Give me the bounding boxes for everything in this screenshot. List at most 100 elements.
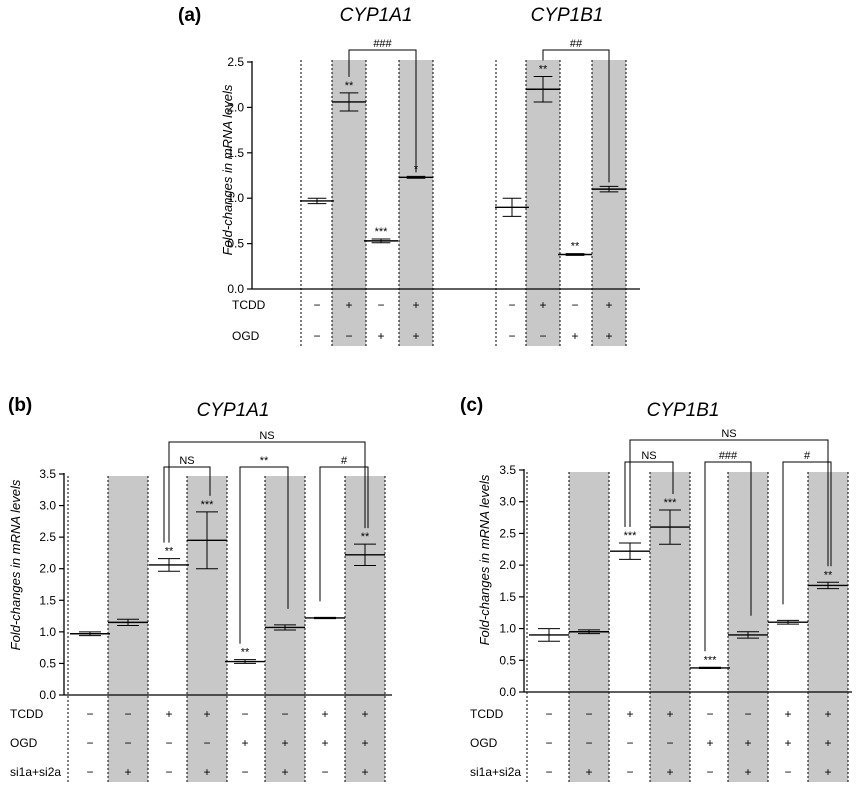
condition-label: OGD [10, 736, 38, 750]
comparison-bracket-label: ### [373, 38, 392, 50]
significance-mark: ** [571, 241, 580, 253]
group-title: CYP1A1 [340, 5, 413, 26]
y-tick-label: 3.0 [499, 495, 516, 509]
condition-sign: + [361, 707, 368, 721]
condition-sign: − [313, 329, 320, 343]
y-tick-label: 0.0 [39, 688, 56, 702]
panel-label-b: (b) [8, 395, 32, 416]
panel-a: (a)Fold-changes in mRNA levelsCYP1A1****… [178, 5, 640, 346]
condition-sign: − [124, 736, 131, 750]
condition-sign: + [321, 707, 328, 721]
significance-mark: ** [345, 80, 354, 92]
significance-mark: *** [664, 497, 678, 509]
condition-sign: − [539, 329, 546, 343]
y-axis-label: Fold-changes in mRNA levels [477, 474, 492, 645]
comparison-bracket-label: ### [719, 450, 738, 462]
significance-mark: ** [361, 531, 370, 543]
condition-sign: − [571, 298, 578, 312]
group-cyp1a1: CYP1A1******###− + − +− − + + [300, 5, 434, 346]
significance-mark: *** [201, 499, 215, 511]
comparison-bracket-label: ** [260, 455, 269, 467]
condition-sign: − [545, 707, 552, 721]
condition-sign: + [377, 329, 384, 343]
condition-sign: − [241, 765, 248, 779]
comparison-bracket-label: NS [641, 450, 656, 462]
condition-sign: − [706, 707, 713, 721]
condition-sign: + [281, 765, 288, 779]
condition-sign: + [585, 765, 592, 779]
condition-sign: − [706, 765, 713, 779]
y-tick-label: 3.5 [39, 467, 56, 481]
condition-sign: + [124, 765, 131, 779]
significance-mark: ** [241, 647, 250, 659]
y-tick-label: 2.5 [499, 526, 516, 540]
condition-sign: − [508, 329, 515, 343]
condition-sign: + [605, 329, 612, 343]
condition-sign: − [377, 298, 384, 312]
condition-sign: − [666, 736, 673, 750]
comparison-bracket-label: # [804, 450, 811, 462]
condition-sign: + [412, 298, 419, 312]
condition-label: TCDD [470, 707, 504, 721]
shaded-column [569, 472, 609, 782]
condition-sign: + [666, 765, 673, 779]
condition-sign: − [784, 765, 791, 779]
condition-sign: − [313, 298, 320, 312]
condition-sign: + [784, 707, 791, 721]
comparison-bracket [168, 441, 366, 543]
y-tick-label: 2.0 [39, 562, 56, 576]
condition-sign: + [605, 298, 612, 312]
y-tick-label: 0.5 [227, 237, 244, 251]
condition-sign: + [571, 329, 578, 343]
comparison-bracket-label: ## [570, 38, 583, 50]
comparison-bracket-label: NS [179, 455, 194, 467]
condition-sign: − [626, 765, 633, 779]
y-tick-label: 1.0 [227, 191, 244, 205]
y-tick-label: 3.0 [39, 499, 56, 513]
condition-sign: − [585, 736, 592, 750]
panel-title: CYP1B1 [647, 400, 720, 421]
panel-c: (c) CYP1B1 Fold-changes in mRNA levels 0.0 0… [460, 395, 852, 782]
condition-sign: + [744, 765, 751, 779]
y-tick-label: 1.5 [39, 593, 56, 607]
comparison-bracket [624, 461, 674, 527]
panel-b: (b) CYP1A1 Fold-changes in mRNA levels 0.0 0… [8, 395, 392, 782]
condition-sign: − [165, 765, 172, 779]
condition-label: si1a+si2a [10, 765, 61, 779]
condition-sign: + [539, 298, 546, 312]
comparison-bracket-label: NS [721, 428, 736, 440]
y-tick-label: 2.5 [227, 55, 244, 69]
comparison-bracket [542, 49, 610, 183]
y-tick-label: 1.0 [39, 625, 56, 639]
condition-label: OGD [232, 329, 260, 343]
significance-mark: *** [375, 226, 389, 238]
significance-mark: ** [824, 569, 833, 581]
condition-sign: + [824, 765, 831, 779]
shaded-column [526, 60, 560, 346]
condition-sign: − [203, 736, 210, 750]
condition-sign: + [165, 707, 172, 721]
y-axis-label: Fold-changes in mRNA levels [220, 84, 235, 255]
condition-sign: − [241, 707, 248, 721]
condition-sign: + [824, 736, 831, 750]
condition-sign: − [508, 298, 515, 312]
condition-sign: + [281, 736, 288, 750]
condition-sign: − [626, 736, 633, 750]
comparison-bracket [319, 466, 369, 602]
condition-sign: + [784, 736, 791, 750]
comparison-bracket-label: NS [259, 430, 274, 442]
panel-title: CYP1A1 [197, 400, 270, 421]
comparison-bracket [348, 49, 417, 173]
condition-sign: + [626, 707, 633, 721]
significance-mark: *** [624, 530, 638, 542]
condition-sign: + [321, 736, 328, 750]
condition-sign: + [361, 736, 368, 750]
panel-label-a: (a) [178, 5, 201, 26]
y-tick-label: 0.0 [227, 282, 244, 296]
condition-sign: + [744, 736, 751, 750]
significance-mark: ** [539, 64, 548, 76]
condition-sign: + [241, 736, 248, 750]
y-tick-label: 2.0 [227, 100, 244, 114]
condition-sign: − [124, 707, 131, 721]
